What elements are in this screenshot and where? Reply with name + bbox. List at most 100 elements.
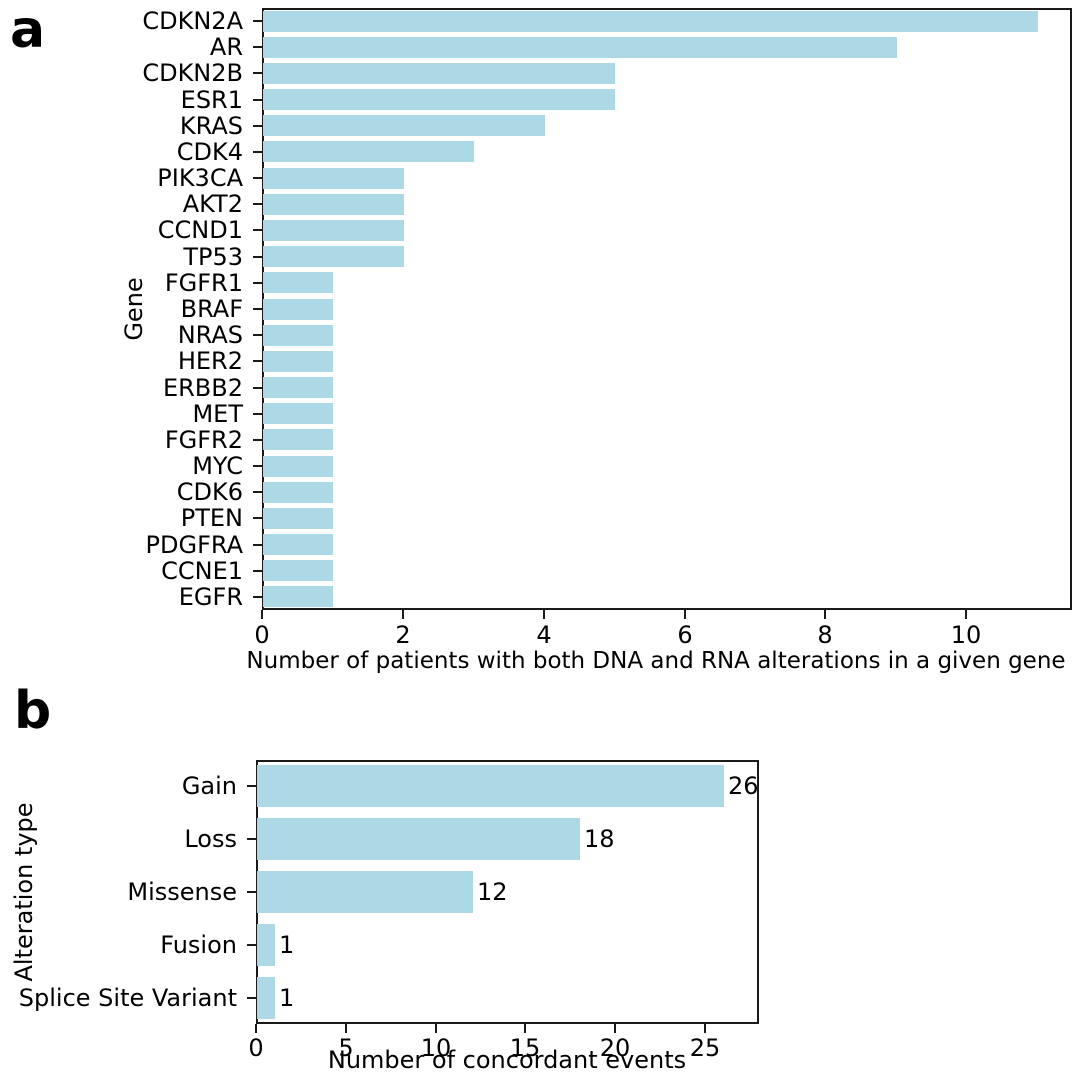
panel-a-letter: a [10,0,46,60]
x-tick-label: 0 [254,621,270,649]
y-tick-mark [253,177,262,179]
y-tick-label: FGFR2 [164,426,243,454]
bar-value-label: 18 [584,825,615,853]
y-tick-label: CDK6 [176,478,243,506]
y-tick-label: CDKN2B [142,59,243,87]
bar-fgfr2 [263,429,333,450]
x-tick-mark [524,1024,526,1033]
x-axis-label-a: Number of patients with both DNA and RNA… [246,648,1066,674]
y-tick-label: Missense [127,878,237,906]
bar-akt2 [263,194,404,215]
x-tick-label: 4 [536,621,552,649]
y-tick-mark [253,125,262,127]
x-tick-label: 2 [395,621,411,649]
bar-fusion [257,924,275,966]
x-tick-label: 8 [817,621,833,649]
y-tick-mark [253,517,262,519]
y-tick-mark [253,570,262,572]
x-tick-mark [965,610,967,619]
x-tick-mark [402,610,404,619]
bar-nras [263,325,333,346]
x-tick-label: 6 [677,621,693,649]
y-tick-mark [253,229,262,231]
y-tick-label: ERBB2 [162,374,243,402]
y-tick-mark [253,151,262,153]
y-tick-label: CDKN2A [142,7,243,35]
bar-missense [257,871,473,913]
bar-cdkn2a [263,11,1038,32]
y-tick-label: KRAS [179,112,243,140]
bar-pik3ca [263,168,404,189]
y-tick-mark [253,20,262,22]
y-axis-label-b: Alteration type [10,802,38,982]
y-tick-mark [253,256,262,258]
y-tick-label: TP53 [183,243,243,271]
bar-pdgfra [263,534,333,555]
panel-b-letter: b [14,681,52,741]
bar-cdk6 [263,482,333,503]
y-tick-mark [253,360,262,362]
y-tick-mark [253,308,262,310]
y-tick-label: PDGFRA [145,531,243,559]
x-tick-mark [345,1024,347,1033]
x-tick-label: 5 [338,1034,354,1062]
y-tick-mark [247,997,256,999]
x-axis-label-b: Number of concordant events [327,1046,687,1074]
y-tick-label: Gain [181,772,237,800]
y-tick-label: AKT2 [182,190,243,218]
y-tick-mark [253,72,262,74]
bar-pten [263,508,333,529]
y-tick-mark [253,465,262,467]
x-tick-mark [614,1024,616,1033]
bar-value-label: 1 [279,984,295,1012]
y-tick-mark [253,439,262,441]
bar-esr1 [263,89,615,110]
y-tick-label: PIK3CA [157,164,243,192]
bar-kras [263,115,545,136]
bar-ar [263,37,897,58]
y-tick-label: AR [209,33,243,61]
y-tick-label: Fusion [160,931,237,959]
y-tick-mark [253,334,262,336]
x-tick-mark [684,610,686,619]
x-tick-label: 0 [248,1034,264,1062]
y-tick-label: HER2 [177,347,243,375]
y-tick-mark [253,203,262,205]
y-axis-label-a: Gene [120,277,148,341]
bar-ccnd1 [263,220,404,241]
bar-loss [257,818,580,860]
x-tick-mark [824,610,826,619]
y-tick-label: MET [192,400,243,428]
y-tick-mark [253,99,262,101]
x-tick-mark [704,1024,706,1033]
y-tick-mark [247,891,256,893]
y-tick-label: MYC [192,452,243,480]
y-tick-mark [247,838,256,840]
y-tick-mark [253,46,262,48]
x-tick-mark [435,1024,437,1033]
y-tick-mark [253,413,262,415]
bar-her2 [263,351,333,372]
x-tick-label: 25 [689,1034,721,1062]
bar-value-label: 26 [728,772,759,800]
bar-braf [263,299,333,320]
y-tick-mark [253,387,262,389]
y-tick-label: EGFR [178,583,243,611]
x-tick-mark [261,610,263,619]
bar-met [263,403,333,424]
y-tick-label: CCND1 [157,216,243,244]
x-tick-label: 10 [950,621,982,649]
bar-ccne1 [263,560,333,581]
bar-splice-site-variant [257,977,275,1019]
y-tick-label: PTEN [180,504,243,532]
y-tick-label: CDK4 [176,138,243,166]
bar-cdkn2b [263,63,615,84]
y-tick-mark [253,596,262,598]
bar-egfr [263,586,333,607]
y-tick-label: NRAS [177,321,243,349]
bar-erbb2 [263,377,333,398]
y-tick-label: ESR1 [180,86,243,114]
x-tick-mark [543,610,545,619]
y-tick-label: FGFR1 [164,269,243,297]
